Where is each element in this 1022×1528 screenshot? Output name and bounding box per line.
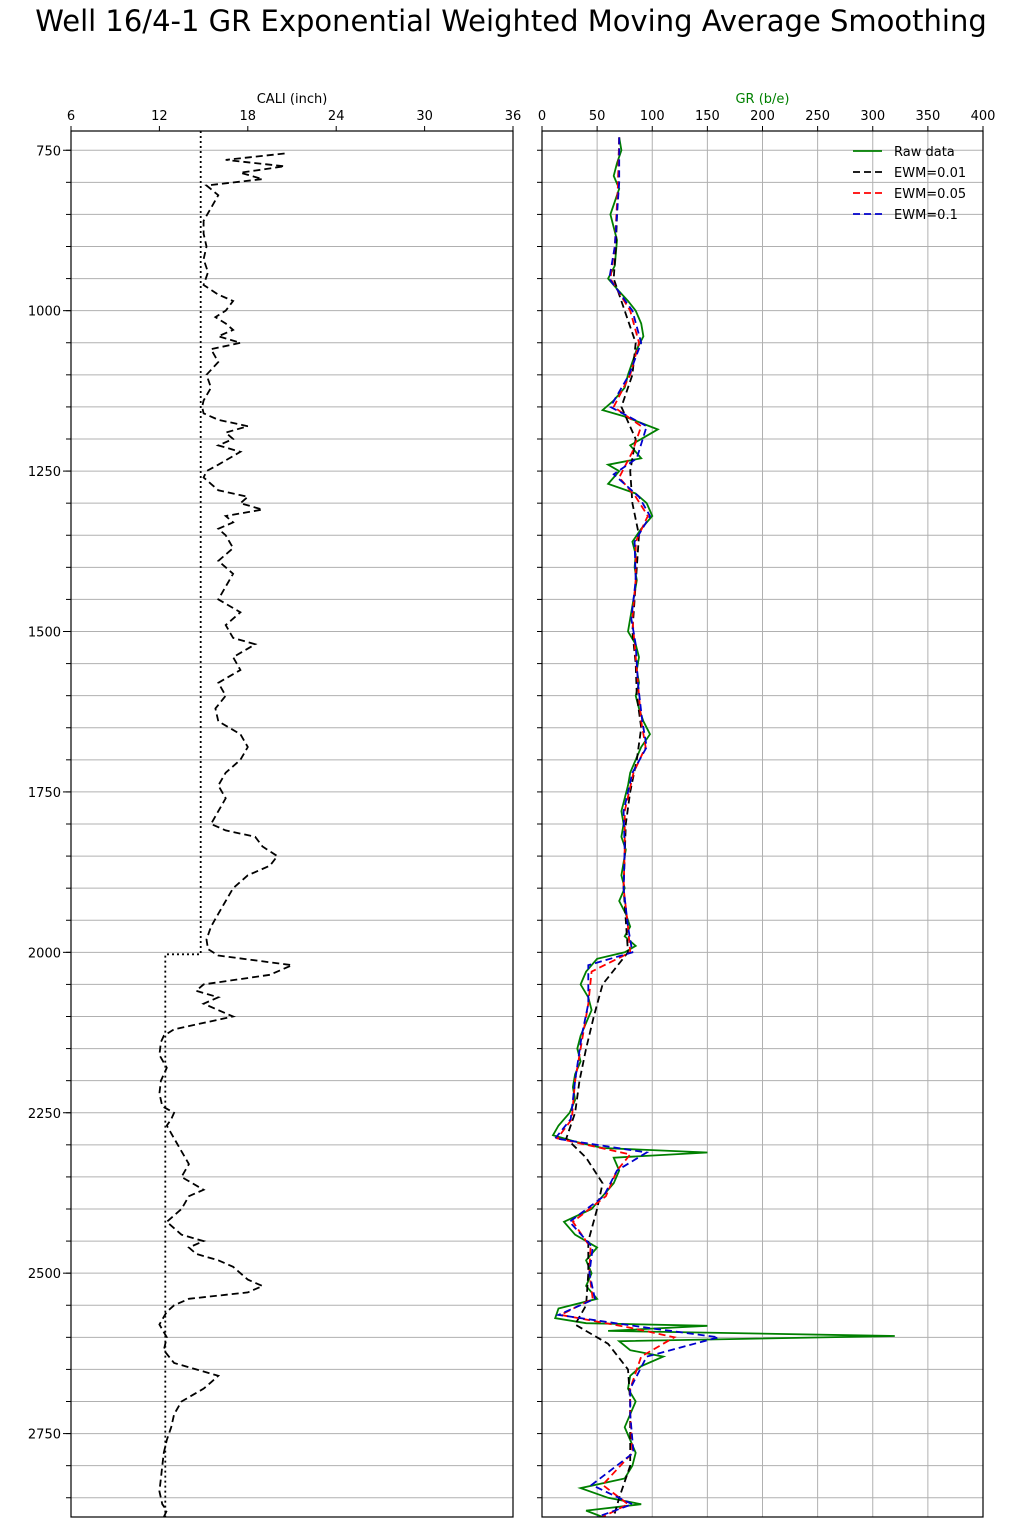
legend-label: Raw data <box>894 145 955 160</box>
legend-label: EWM=0.1 <box>894 208 958 223</box>
x-tick-label: 50 <box>589 109 606 124</box>
y-tick-label: 1250 <box>28 465 61 480</box>
x-tick-label: 30 <box>416 109 433 124</box>
y-tick-label: 1750 <box>28 786 61 801</box>
series-line-ewm-0-05 <box>555 137 677 1517</box>
x-tick-label: 250 <box>805 109 830 124</box>
y-tick-label: 2500 <box>28 1267 61 1282</box>
x-tick-label: 100 <box>640 109 665 124</box>
x-tick-label: 350 <box>915 109 940 124</box>
plot-frame <box>541 130 984 1518</box>
x-tick-label: 300 <box>860 109 885 124</box>
x-tick-label: 400 <box>971 109 996 124</box>
x-tick-label: 0 <box>538 109 546 124</box>
y-tick-label: 2250 <box>28 1107 61 1122</box>
y-tick-label: 2000 <box>28 946 61 961</box>
y-tick-label: 1500 <box>28 626 61 641</box>
x-tick-label: 18 <box>240 109 257 124</box>
gr-track: 0 50 100 150 200 250 300 350 400 GR (b/e) Raw data… <box>537 92 996 1518</box>
y-tick-label: 750 <box>36 144 61 159</box>
x-tick-label: 6 <box>67 109 75 124</box>
legend-label: EWM=0.05 <box>894 187 966 202</box>
x-tick-label: 24 <box>328 109 345 124</box>
legend-label: EWM=0.01 <box>894 166 966 181</box>
x-tick-label: 200 <box>750 109 775 124</box>
x-axis-label: GR (b/e) <box>735 92 789 107</box>
x-tick-label: 150 <box>695 109 720 124</box>
y-tick-label: 1000 <box>28 305 61 320</box>
series-line-raw-data <box>551 137 895 1517</box>
y-tick-label: 2750 <box>28 1428 61 1443</box>
series-line-dashed <box>158 152 296 1517</box>
cali-track: 750 1000 1250 1500 1750 2000 2250 2500 2750 6 12 18… <box>28 92 522 1518</box>
series-line-ewm-0-1 <box>553 137 719 1517</box>
chart-title: Well 16/4-1 GR Exponential Weighted Movi… <box>35 4 987 38</box>
x-tick-label: 36 <box>505 109 522 124</box>
series-line-ewm-0-01 <box>565 137 643 1517</box>
plot-frame <box>70 130 514 1518</box>
x-axis-label: CALI (inch) <box>257 92 328 107</box>
x-tick-label: 12 <box>151 109 168 124</box>
series-line-dotted <box>164 131 202 1517</box>
